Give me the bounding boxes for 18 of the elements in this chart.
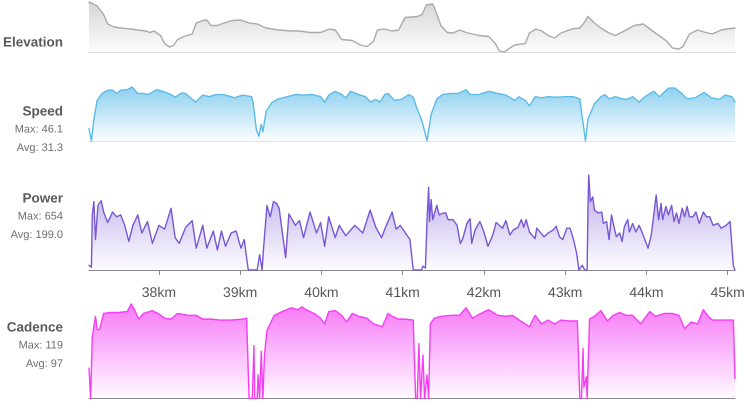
text: Elevation <box>2 34 63 50</box>
text: Avg: 97 <box>26 358 63 370</box>
x-tick-label: 43km <box>548 284 582 300</box>
x-tick-label: 41km <box>386 284 420 300</box>
x-tick-label: 39km <box>223 284 258 300</box>
text: Max: 46.1 <box>14 124 63 136</box>
text: Max: 654 <box>18 210 63 222</box>
x-tick-label: 42km <box>466 284 502 300</box>
x-tick-label: 44km <box>629 284 664 300</box>
text: Avg: 199.0 <box>10 229 63 241</box>
x-tick-label: 40km <box>304 284 339 300</box>
x-tick-label: 45km <box>710 284 745 300</box>
text: Avg: 31.3 <box>16 142 63 154</box>
x-tick-label: 38km <box>142 284 176 300</box>
text: Max: 119 <box>18 340 63 352</box>
text: Speed <box>22 104 63 118</box>
text: Cadence <box>6 320 64 334</box>
text: Power <box>22 190 64 206</box>
